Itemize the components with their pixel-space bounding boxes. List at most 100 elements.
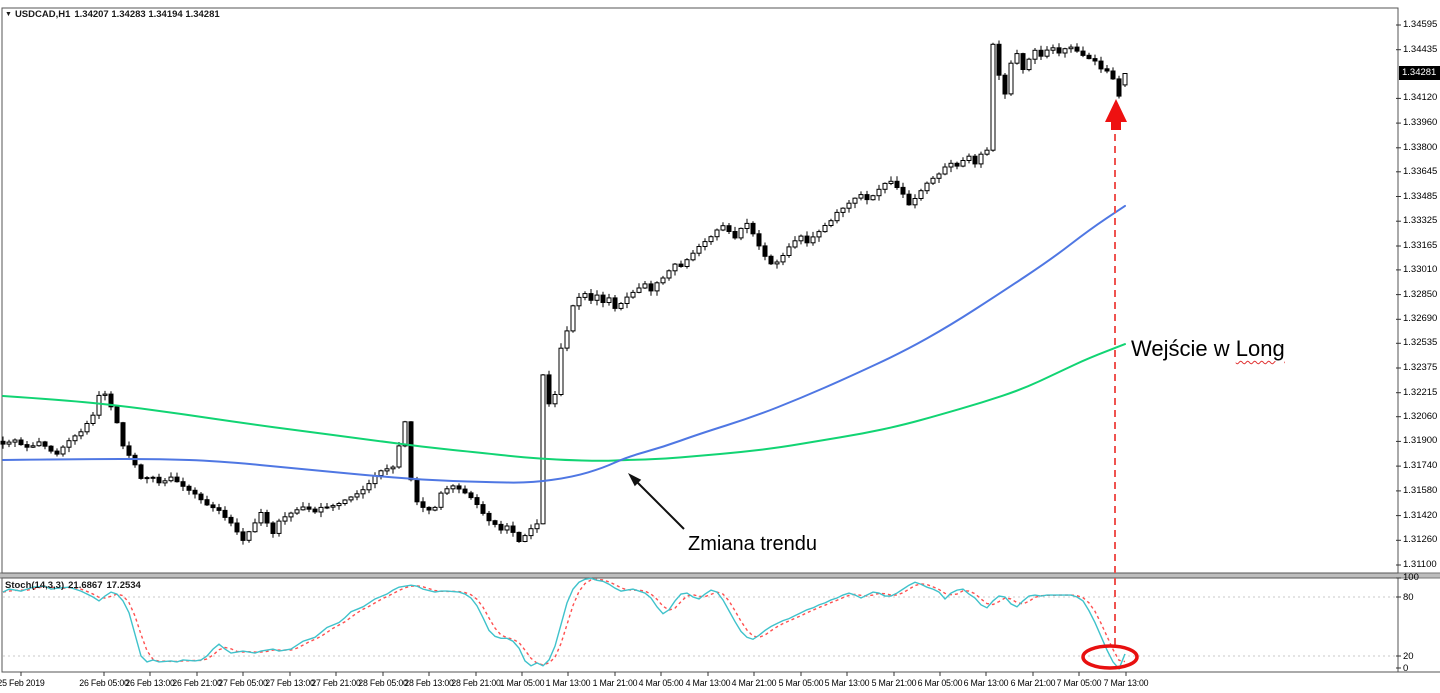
candle [906, 193, 912, 206]
stoch-scale-label: 80 [1403, 592, 1414, 603]
candle [774, 261, 780, 265]
candle [882, 182, 888, 190]
candle [930, 177, 936, 184]
price-axis-label: 1.31260 [1403, 534, 1438, 545]
time-axis-label: 1 Mar 13:00 [545, 678, 591, 688]
candle [102, 393, 108, 396]
candle [18, 439, 24, 446]
price-axis-label: 1.32375 [1403, 362, 1438, 373]
candle [726, 225, 732, 232]
candle [708, 236, 714, 243]
candle [300, 506, 306, 511]
stoch-signal-value: 17.2534 [106, 580, 141, 591]
candle [234, 522, 240, 533]
candle [174, 476, 180, 483]
candle [894, 180, 900, 189]
candle [612, 297, 618, 309]
candle [90, 414, 96, 425]
time-axis-label: 7 Mar 05:00 [1056, 678, 1102, 688]
candle [36, 441, 42, 447]
candle [222, 509, 228, 518]
time-axis-label: 4 Mar 05:00 [638, 678, 684, 688]
candle [420, 501, 426, 508]
candle [150, 476, 156, 479]
time-axis-label: 5 Mar 21:00 [871, 678, 917, 688]
candle [744, 222, 750, 229]
candle [972, 155, 978, 165]
time-axis-label: 7 Mar 13:00 [1103, 678, 1149, 688]
candle [66, 440, 72, 448]
red-ellipse-highlight [1081, 644, 1139, 670]
candle [84, 423, 90, 433]
candle [30, 445, 36, 448]
price-axis-label: 1.32060 [1403, 411, 1438, 422]
candle [768, 255, 774, 265]
candle [870, 195, 876, 201]
candle [360, 489, 366, 495]
candle [210, 504, 216, 509]
candle [1116, 78, 1122, 97]
candle [1110, 70, 1116, 80]
candle [72, 435, 78, 442]
candle [312, 508, 318, 513]
symbol-dropdown-icon[interactable]: ▼ [5, 11, 12, 18]
black-arrow-line [635, 480, 685, 530]
candle [978, 153, 984, 165]
candle [966, 155, 972, 161]
price-axis-label: 1.33010 [1403, 264, 1438, 275]
candle [942, 166, 948, 175]
candle [12, 439, 18, 443]
candle [696, 246, 702, 254]
candle [108, 393, 114, 408]
candle [504, 525, 510, 531]
candle [720, 225, 726, 231]
candle [798, 235, 804, 242]
candle [294, 509, 300, 514]
candle [522, 535, 528, 542]
candle [408, 421, 414, 481]
candle [1098, 60, 1104, 70]
candle [378, 470, 384, 476]
candle [1038, 49, 1044, 57]
candle [396, 445, 402, 468]
candle [546, 374, 552, 405]
candle [636, 287, 642, 293]
annotation-long-entry: Wejście w Long [1131, 336, 1285, 362]
candle [846, 202, 852, 209]
candle [1092, 58, 1098, 62]
time-axis-label: 27 Feb 21:00 [311, 678, 361, 688]
price-axis-label: 1.31580 [1403, 485, 1438, 496]
time-axis-label: 5 Mar 05:00 [778, 678, 824, 688]
price-axis-label: 1.34595 [1403, 19, 1438, 30]
candle [1020, 53, 1026, 70]
price-axis-label: 1.34120 [1403, 92, 1438, 103]
candle [246, 531, 252, 541]
candle [282, 516, 288, 522]
candle [450, 485, 456, 490]
time-axis-label: 6 Mar 21:00 [1010, 678, 1056, 688]
candle [54, 450, 60, 455]
price-axis-label: 1.31740 [1403, 460, 1438, 471]
candle [888, 180, 894, 185]
candle [24, 444, 30, 448]
candle [948, 162, 954, 168]
time-axis-label: 28 Feb 13:00 [404, 678, 454, 688]
candle [42, 441, 48, 447]
candle [1014, 53, 1020, 64]
candle [318, 506, 324, 513]
candle [1008, 62, 1014, 95]
candle [462, 488, 468, 494]
stoch-name: Stoch(14,3,3) [5, 580, 65, 591]
candle [456, 485, 462, 490]
red-up-arrow-icon [1105, 99, 1127, 130]
candle [204, 499, 210, 506]
candle [912, 198, 918, 206]
candle [840, 207, 846, 213]
time-axis-label: 4 Mar 13:00 [685, 678, 731, 688]
candle [534, 523, 540, 530]
price-axis-label: 1.31900 [1403, 435, 1438, 446]
symbol-timeframe: USDCAD,H1 [14, 9, 71, 20]
candle [120, 422, 126, 447]
candle [714, 229, 720, 238]
